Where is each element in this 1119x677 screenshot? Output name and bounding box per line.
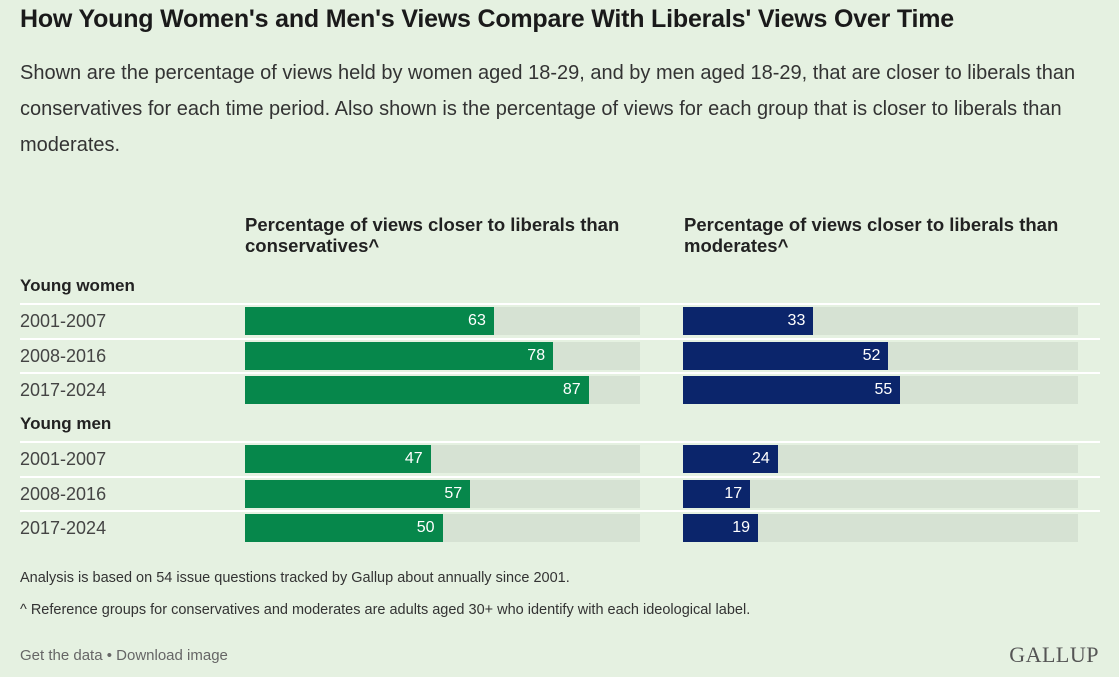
bar-track: 50 [245,514,640,542]
period-label: 2001-2007 [20,311,107,331]
reference-note: ^ Reference groups for conservatives and… [20,602,751,618]
period-label: 2017-2024 [20,380,107,400]
bar-track: 47 [245,445,640,473]
bar-track: 24 [683,445,1078,473]
row-divider [20,441,1100,443]
footer-separator: • [102,647,117,664]
bar-closer-than-moderates [683,514,759,542]
bar-value-label: 33 [787,312,806,329]
bar-closer-than-moderates [683,445,778,473]
row-divider [20,337,1100,340]
period-label: 2001-2007 [20,449,107,469]
bar-closer-than-conservatives [245,341,554,370]
bar-value-label: 78 [527,346,546,364]
bar-value-label: 57 [444,484,463,502]
row-divider [20,303,1100,305]
row-divider [20,372,1100,374]
bar-value-label: 52 [862,346,881,364]
group-label-women: Young women [20,276,135,295]
bar-closer-than-conservatives [245,514,443,542]
bar-closer-than-moderates [683,341,889,370]
get-data-link[interactable]: Get the data [20,647,103,664]
gallup-logo: GALLUP [1009,642,1099,667]
bar-value-label: 55 [874,381,893,398]
row-divider [20,475,1100,478]
period-label: 2017-2024 [20,518,107,538]
bar-value-label: 87 [562,381,581,398]
panel-title-moderates: Percentage of views closer to liberals t… [684,214,1059,256]
bar-track: 57 [245,479,640,508]
bar-closer-than-moderates [683,479,751,508]
bar-track: 17 [683,479,1078,508]
bar-value-label: 63 [468,312,486,329]
group-label-men: Young men [20,414,112,433]
bar-closer-than-conservatives [245,307,494,335]
bar-value-label: 50 [416,519,435,536]
bar-closer-than-moderates [683,307,814,335]
bar-track: 63 [245,307,640,335]
bar-closer-than-conservatives [245,479,471,508]
footer-links: Get the data • Download image [20,647,228,664]
bar-closer-than-moderates [683,376,901,404]
bar-track: 55 [683,376,1078,404]
bar-value-label: 17 [724,484,743,502]
bar-value-label: 19 [732,519,751,536]
chart-title: How Young Women's and Men's Views Compar… [20,5,955,33]
period-label: 2008-2016 [20,345,107,366]
bar-track: 78 [245,341,640,370]
bar-track: 33 [683,307,1078,335]
bar-closer-than-conservatives [245,445,431,473]
row-divider [20,510,1100,512]
period-label: 2008-2016 [20,483,107,504]
bar-value-label: 24 [752,450,770,467]
bar-track: 87 [245,376,640,404]
panel-title-conservatives: Percentage of views closer to liberals t… [245,214,620,256]
bar-value-label: 47 [404,450,423,467]
download-image-link[interactable]: Download image [116,647,228,664]
bar-closer-than-conservatives [245,376,589,404]
chart-subtitle: Shown are the percentage of views held b… [20,62,1076,156]
bar-track: 52 [683,341,1078,370]
analysis-note: Analysis is based on 54 issue questions … [20,570,570,586]
bar-track: 19 [683,514,1078,542]
